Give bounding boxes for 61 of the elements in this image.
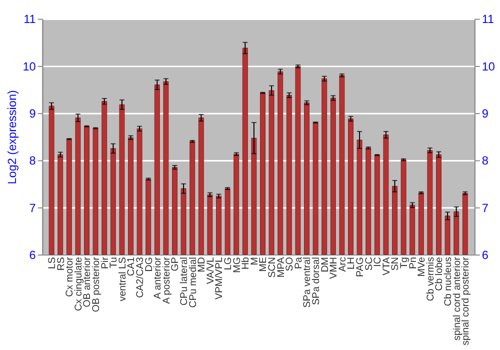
x-tick-label: DG	[144, 257, 155, 272]
x-tick-label: OB anterior	[82, 256, 94, 308]
x-tick-label: OB posterior	[90, 256, 102, 312]
x-tick-label: Cx cingulate	[73, 256, 84, 312]
x-tick-label: A posterior	[161, 256, 172, 304]
x-tick-label: Cx motor	[64, 256, 76, 297]
x-tick-label: CA2/CA3	[134, 256, 146, 298]
x-tick-label: Hb	[240, 256, 252, 270]
x-tick-label: LH	[346, 257, 358, 270]
x-tick-label: CPu medial	[188, 257, 199, 308]
x-tick-label: Tu	[108, 257, 120, 268]
x-tick-label: spinal cord posterior	[460, 256, 472, 346]
x-tick-label: LG	[222, 257, 234, 270]
x-tick-label: SCN	[266, 257, 278, 278]
x-tick-label: Pa	[293, 256, 304, 270]
x-tick-label: GP	[170, 256, 182, 272]
y-tick-label: 10	[22, 60, 36, 74]
x-tick-label: MPA	[276, 256, 287, 278]
x-tick-label: CA1	[126, 257, 138, 276]
x-tick-label: A anterior	[152, 256, 164, 300]
y-axis-title: Log2 (expression)	[6, 90, 19, 184]
y2-tick-label: 11	[482, 13, 494, 26]
x-tick-label: SO	[284, 256, 296, 272]
x-tick-label: IC	[372, 257, 384, 267]
y-tick-label: 9	[29, 108, 36, 121]
x-tick-label: MVe	[416, 256, 428, 277]
x-tick-label: VA/VL	[205, 256, 216, 284]
x-tick-label: SC	[364, 257, 375, 271]
x-tick-label: SPa ventral	[302, 257, 314, 308]
x-tick-label: ventral LS	[117, 256, 128, 302]
x-tick-label: M	[249, 257, 260, 266]
x-tick-label: VMH	[328, 257, 340, 279]
x-tick-label: spinal cord anterior	[452, 256, 463, 340]
y-tick-label: 11	[24, 13, 36, 26]
y-tick-label: 6	[29, 248, 36, 262]
x-tick-label: VPM/VPL	[214, 256, 226, 300]
x-tick-label: Arc	[337, 256, 348, 272]
y2-tick-label: 7	[482, 202, 488, 215]
y2-tick-label: 6	[482, 248, 489, 262]
x-tick-label: CPu lateral	[178, 257, 190, 306]
x-tick-label: Pir	[100, 256, 111, 270]
x-tick-label: Cb nucleus	[442, 256, 454, 306]
x-tick-label: SPa dorsal	[310, 257, 322, 306]
y-tick-label: 8	[29, 154, 36, 168]
x-tick-label: VTA	[381, 256, 392, 276]
x-tick-label: MD	[196, 257, 208, 272]
x-tick-label: RS	[56, 256, 67, 271]
y2-tick-label: 9	[482, 108, 488, 121]
y2-tick-label: 10	[482, 60, 496, 74]
y2-tick-label: 8	[482, 154, 489, 168]
x-tick-label: Cb lobe	[434, 256, 446, 291]
x-tick-label: PAG	[354, 257, 366, 278]
x-tick-label: DM	[320, 257, 331, 272]
x-tick-label: Pn	[408, 257, 419, 270]
y-tick-label: 7	[29, 202, 36, 215]
x-tick-label: Cb vermis	[425, 256, 436, 302]
x-tick-label: Tg	[398, 257, 410, 268]
x-tick-label: LS	[46, 256, 58, 270]
x-tick-label: MG	[232, 257, 243, 273]
x-tick-label: ME	[258, 256, 270, 272]
x-tick-label: SN	[390, 257, 402, 271]
